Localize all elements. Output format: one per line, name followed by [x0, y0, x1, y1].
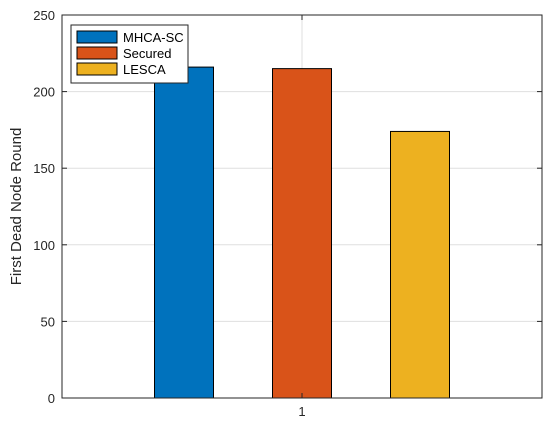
x-axis-ticks: 1 [298, 15, 306, 419]
legend-swatch [76, 30, 118, 44]
legend-swatch [76, 62, 118, 76]
y-axis-label: First Dead Node Round [8, 128, 25, 286]
legend-label: MHCA-SC [123, 30, 184, 45]
x-tick-label: 1 [298, 404, 305, 419]
y-tick-label: 100 [33, 238, 55, 253]
legend-label: LESCA [123, 62, 166, 77]
y-tick-label: 250 [33, 8, 55, 23]
legend-swatch [76, 46, 118, 60]
legend-label: Secured [123, 46, 171, 61]
bars [154, 66, 450, 399]
y-tick-label: 200 [33, 85, 55, 100]
bar-mhca-sc [154, 66, 214, 399]
y-axis-ticks: 0 50 100 150 200 250 [33, 8, 542, 406]
bar-lesca [390, 130, 450, 399]
y-tick-label: 0 [48, 391, 55, 406]
bar-secured [272, 68, 332, 399]
y-tick-label: 50 [41, 314, 55, 329]
y-tick-label: 150 [33, 161, 55, 176]
